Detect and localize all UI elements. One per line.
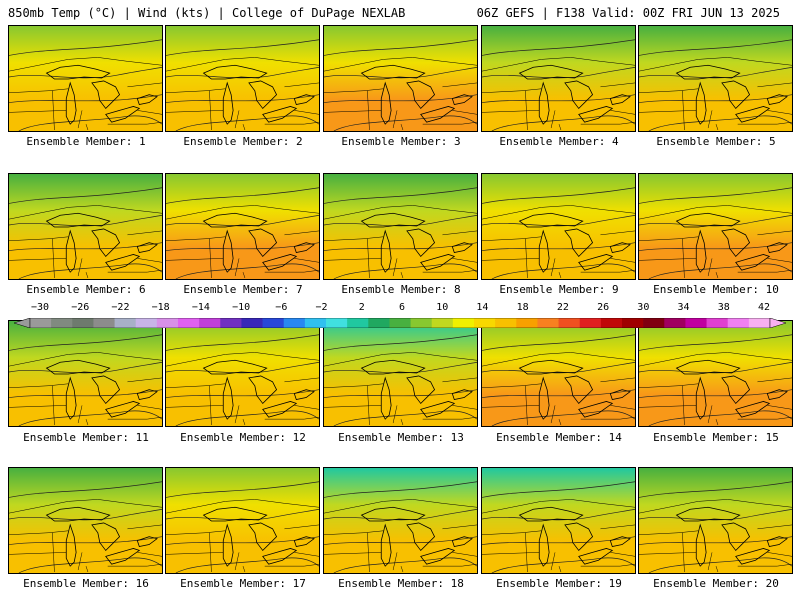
ensemble-member-map: [323, 25, 478, 132]
temperature-map-graphic: [166, 468, 319, 573]
temperature-map-graphic: [9, 174, 162, 279]
ensemble-member-label: Ensemble Member: 17: [180, 577, 306, 590]
ensemble-member-map: [8, 173, 163, 280]
temperature-map-graphic: [324, 321, 477, 426]
colorbar-tick-label: −6: [275, 302, 288, 313]
ensemble-member-label: Ensemble Member: 18: [338, 577, 464, 590]
temperature-map-graphic: [324, 174, 477, 279]
temperature-map-graphic: [639, 174, 792, 279]
map-title: 850mb Temp (°C) | Wind (kts) | College o…: [8, 6, 406, 20]
temperature-map-graphic: [482, 26, 635, 131]
ensemble-member-map: [8, 467, 163, 574]
ensemble-member-label: Ensemble Member: 11: [23, 431, 149, 444]
temperature-map-graphic: [9, 468, 162, 573]
temperature-map-graphic: [9, 321, 162, 426]
colorbar-tick-label: 42: [757, 302, 771, 313]
ensemble-member-map: [481, 320, 636, 427]
temperature-map-graphic: [639, 321, 792, 426]
ensemble-member-label: Ensemble Member: 2: [183, 135, 303, 148]
ensemble-member-label: Ensemble Member: 14: [496, 431, 622, 444]
ensemble-member-map: [323, 320, 478, 427]
temperature-map-graphic: [639, 468, 792, 573]
ensemble-member-label: Ensemble Member: 20: [653, 577, 779, 590]
ensemble-member-map: [638, 25, 793, 132]
ensemble-member-map: [638, 320, 793, 427]
colorbar-tick-label: 2: [358, 302, 365, 313]
colorbar-tick-label: 30: [637, 302, 650, 313]
ensemble-member-map: [481, 25, 636, 132]
ensemble-member-label: Ensemble Member: 3: [341, 135, 461, 148]
temperature-map-graphic: [166, 321, 319, 426]
ensemble-member-label: Ensemble Member: 1: [26, 135, 146, 148]
colorbar-tick-label: 6: [398, 302, 406, 313]
ensemble-member-label: Ensemble Member: 8: [341, 283, 461, 296]
ensemble-member-map: [165, 173, 320, 280]
ensemble-member-label: Ensemble Member: 7: [183, 283, 303, 296]
ensemble-member-label: Ensemble Member: 5: [656, 135, 776, 148]
ensemble-member-map: [8, 25, 163, 132]
colorbar-tick-label: 26: [597, 302, 610, 313]
ensemble-member-label: Ensemble Member: 10: [653, 283, 779, 296]
colorbar-tick-label: 14: [476, 302, 489, 313]
temperature-map-graphic: [482, 468, 635, 573]
ensemble-member-map: [8, 320, 163, 427]
ensemble-member-label: Ensemble Member: 19: [496, 577, 622, 590]
ensemble-member-map: [165, 320, 320, 427]
ensemble-member-map: [638, 467, 793, 574]
ensemble-member-map: [165, 467, 320, 574]
colorbar-tick-label: −30: [30, 302, 50, 313]
ensemble-member-map: [481, 467, 636, 574]
colorbar-tick-label: −18: [151, 302, 170, 313]
temperature-map-graphic: [324, 26, 477, 131]
colorbar-tick-label: −10: [232, 302, 251, 313]
temperature-map-graphic: [482, 321, 635, 426]
colorbar-tick-label: −26: [71, 302, 90, 313]
temperature-map-graphic: [166, 26, 319, 131]
colorbar-tick-label: 18: [516, 302, 529, 313]
colorbar-tick-label: 22: [556, 302, 569, 313]
colorbar-tick-label: 10: [436, 302, 449, 313]
colorbar-strip: [0, 313, 800, 329]
colorbar-tick-label: −14: [191, 302, 210, 313]
temperature-map-graphic: [639, 26, 792, 131]
ensemble-member-map: [481, 173, 636, 280]
colorbar-tick-label: −2: [315, 302, 328, 313]
ensemble-member-label: Ensemble Member: 6: [26, 283, 146, 296]
ensemble-member-label: Ensemble Member: 9: [499, 283, 619, 296]
temperature-colorbar: −30 −26 −22 −18 −14 −10 −6 −2 2 6 10 14 18 22 26 30 34 38…: [0, 302, 800, 332]
colorbar-swatches: [13, 317, 787, 329]
model-run-valid-time: 06Z GEFS | F138 Valid: 00Z FRI JUN 13 20…: [476, 6, 780, 20]
temperature-map-graphic: [9, 26, 162, 131]
ensemble-member-map: [323, 467, 478, 574]
ensemble-member-label: Ensemble Member: 4: [499, 135, 619, 148]
ensemble-member-label: Ensemble Member: 16: [23, 577, 149, 590]
temperature-map-graphic: [166, 174, 319, 279]
temperature-map-graphic: [324, 468, 477, 573]
ensemble-member-label: Ensemble Member: 15: [653, 431, 779, 444]
ensemble-member-map: [323, 173, 478, 280]
colorbar-tick-label: 38: [717, 302, 730, 313]
ensemble-member-label: Ensemble Member: 13: [338, 431, 464, 444]
colorbar-tick-label: −22: [111, 302, 130, 313]
ensemble-member-map: [165, 25, 320, 132]
ensemble-member-map: [638, 173, 793, 280]
temperature-map-graphic: [482, 174, 635, 279]
colorbar-tick-label: 34: [677, 302, 690, 313]
ensemble-member-label: Ensemble Member: 12: [180, 431, 306, 444]
